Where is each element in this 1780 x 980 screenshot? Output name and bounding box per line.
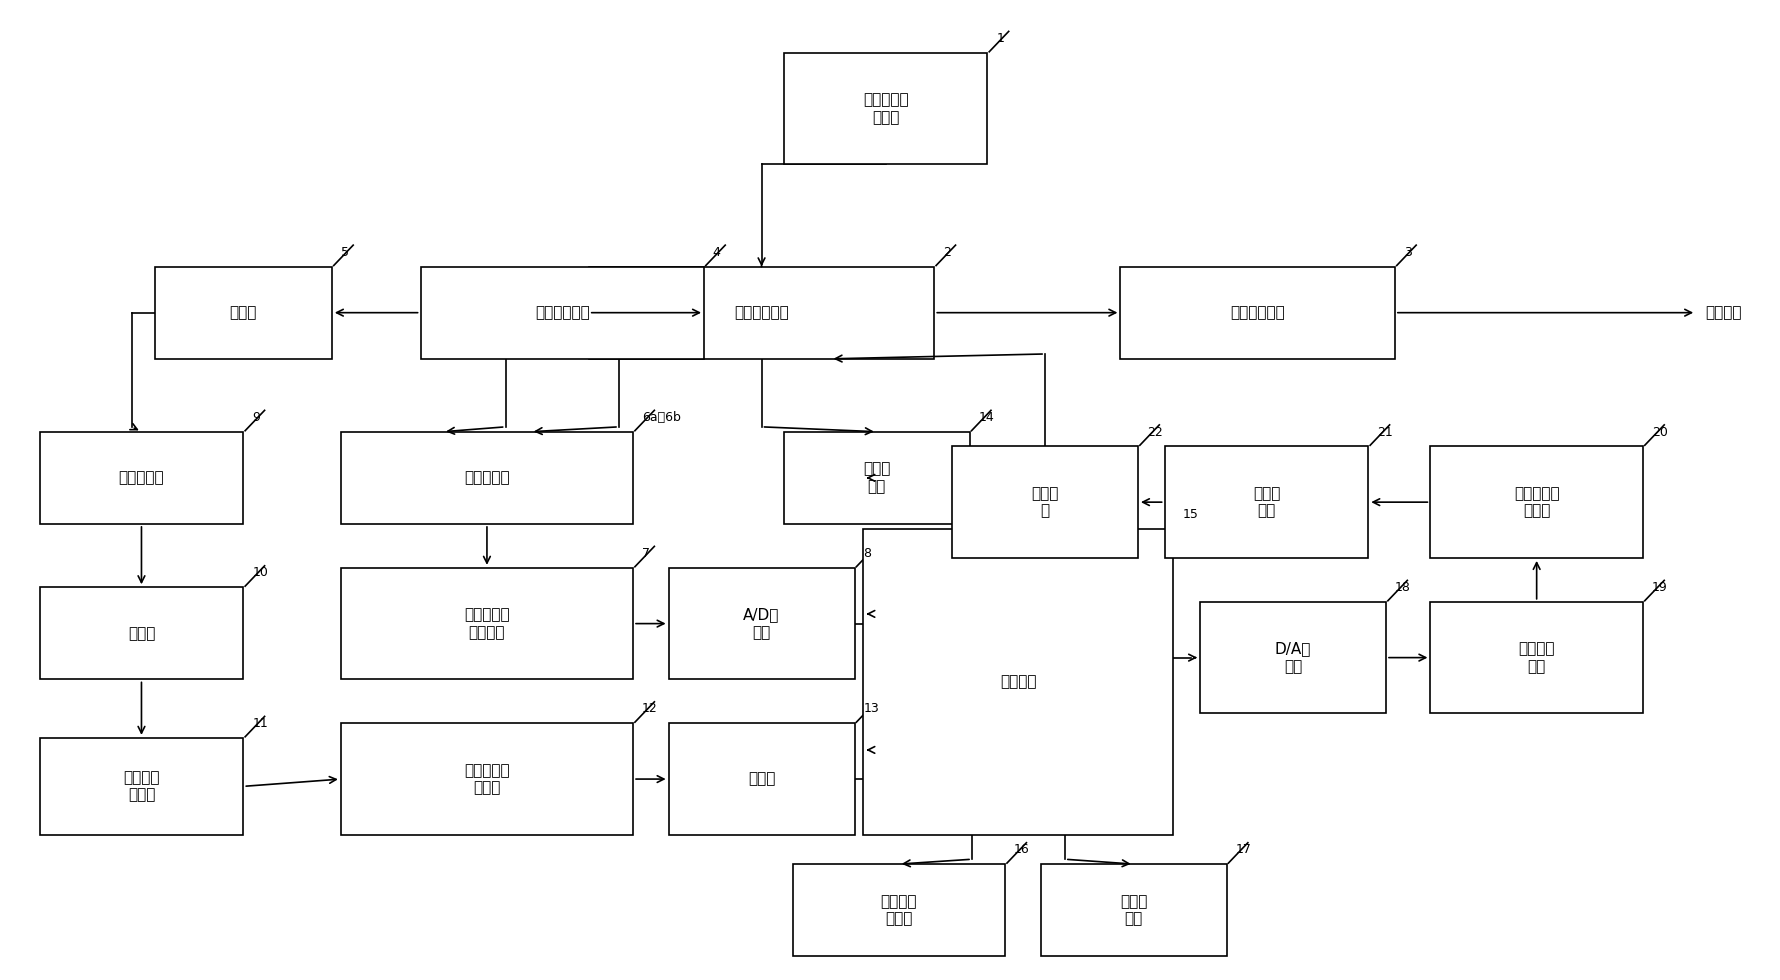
Text: 22: 22 (1146, 425, 1162, 438)
Text: 7: 7 (643, 547, 650, 560)
Text: 热电致
冷器: 热电致 冷器 (1253, 486, 1280, 518)
Text: 状态指
示灯: 状态指 示灯 (1120, 894, 1148, 926)
Text: 6a、6b: 6a、6b (643, 411, 680, 424)
Text: 14: 14 (979, 411, 995, 424)
Bar (155, 267, 331, 359)
Text: D/A转
换器: D/A转 换器 (1274, 642, 1312, 674)
Bar (340, 723, 634, 835)
Text: 传热装
置: 传热装 置 (1031, 486, 1059, 518)
Text: 频率信号处
理单元: 频率信号处 理单元 (465, 762, 509, 796)
Text: 1: 1 (997, 32, 1004, 45)
Text: 3: 3 (1404, 246, 1412, 259)
Text: 8: 8 (863, 547, 872, 560)
Text: 19: 19 (1652, 581, 1668, 594)
Text: 高速光电
探测器: 高速光电 探测器 (123, 770, 160, 803)
Bar (39, 432, 244, 524)
Text: 热电致冷器
驱动器: 热电致冷器 驱动器 (1513, 486, 1559, 518)
Text: 双纵模激光
器电源: 双纵模激光 器电源 (863, 92, 908, 124)
Text: 12: 12 (643, 703, 659, 715)
Bar (39, 738, 244, 835)
Text: 反射镜: 反射镜 (230, 305, 256, 320)
Text: 双纵模激光器: 双纵模激光器 (733, 305, 789, 320)
Text: 4: 4 (712, 246, 721, 259)
Bar (340, 567, 634, 679)
Text: 光功率信号
调理单元: 光功率信号 调理单元 (465, 608, 509, 640)
Bar (1120, 267, 1396, 359)
Bar (669, 723, 854, 835)
Text: 副偏振分光器: 副偏振分光器 (1230, 305, 1285, 320)
Text: 激光输出: 激光输出 (1705, 305, 1741, 320)
Bar (589, 267, 934, 359)
Text: 5: 5 (340, 246, 349, 259)
Text: 15: 15 (1182, 508, 1198, 521)
Bar (783, 53, 988, 165)
Bar (1200, 602, 1387, 713)
Text: A/D转
换器: A/D转 换器 (744, 608, 780, 640)
Text: 检偏器: 检偏器 (128, 626, 155, 641)
Bar (1431, 602, 1643, 713)
Text: 13: 13 (863, 703, 879, 715)
Bar (669, 567, 854, 679)
Bar (952, 446, 1137, 558)
Bar (340, 432, 634, 524)
Bar (792, 864, 1006, 956)
Bar (783, 432, 970, 524)
Text: 主偏振分光器: 主偏振分光器 (534, 305, 589, 320)
Text: 鉴频器: 鉴频器 (748, 771, 776, 787)
Text: 光电探测器: 光电探测器 (465, 470, 509, 485)
Text: 21: 21 (1378, 425, 1394, 438)
Bar (1041, 864, 1226, 956)
Text: 9: 9 (253, 411, 260, 424)
Text: 16: 16 (1015, 844, 1031, 857)
Text: 20: 20 (1652, 425, 1668, 438)
Text: 光纤合束器: 光纤合束器 (119, 470, 164, 485)
Text: 温度传
感器: 温度传 感器 (863, 462, 890, 494)
Text: 10: 10 (253, 566, 269, 579)
Text: 18: 18 (1396, 581, 1412, 594)
Text: 2: 2 (943, 246, 951, 259)
Text: 环境温度
传感器: 环境温度 传感器 (881, 894, 917, 926)
Bar (863, 529, 1173, 835)
Text: 功率放大
单元: 功率放大 单元 (1518, 642, 1556, 674)
Text: 17: 17 (1235, 844, 1251, 857)
Bar (1164, 446, 1369, 558)
Text: 微处理器: 微处理器 (1000, 674, 1036, 689)
Bar (420, 267, 703, 359)
Text: 11: 11 (253, 717, 269, 730)
Bar (39, 587, 244, 679)
Bar (1431, 446, 1643, 558)
